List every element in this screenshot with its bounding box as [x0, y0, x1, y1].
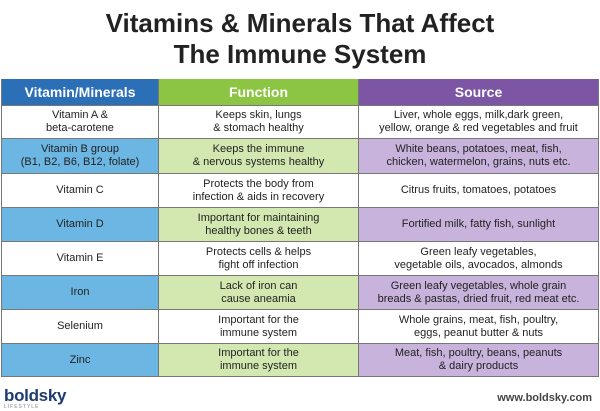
- cell-line: Liver, whole eggs, milk,dark green,: [393, 109, 564, 121]
- cell-line: Meat, fish, poultry, beans, peanuts: [394, 347, 563, 359]
- title-line-2: The Immune System: [173, 39, 427, 69]
- cell-source: Citrus fruits, tomatoes, potatoes: [359, 174, 599, 208]
- cell-vitamin: Vitamin D: [1, 208, 159, 242]
- table-cell-text: Iron: [71, 286, 90, 299]
- cell-line: Vitamin D: [56, 218, 104, 230]
- table-cell-text: Keeps skin, lungs & stomach healthy: [213, 109, 304, 135]
- cell-line: breads & pastas, dried fruit, red meat e…: [377, 292, 580, 305]
- cell-line: yellow, orange & red vegetables and frui…: [379, 122, 578, 134]
- cell-line: Green leafy vegetables, whole grain: [390, 279, 567, 292]
- cell-line: infection & aids in recovery: [192, 190, 325, 203]
- table-cell-text: Liver, whole eggs, milk,dark green, yello…: [379, 109, 578, 135]
- cell-line: Whole grains, meat, fish, poultry,: [398, 313, 559, 326]
- cell-function: Important for maintaining healthy bones &…: [159, 208, 359, 242]
- table-cell-text: Whole grains, meat, fish, poultry, eggs, …: [399, 314, 558, 340]
- cell-line: chicken, watermelon, grains, nuts etc.: [386, 156, 571, 168]
- cell-line: Iron: [70, 286, 90, 298]
- cell-line: Vitamin A &: [51, 109, 109, 121]
- cell-line: Green leafy vegetables,: [420, 245, 537, 258]
- cell-source: White beans, potatoes, meat, fish, chicke…: [359, 139, 599, 174]
- cell-source: Green leafy vegetables, whole grain bread…: [359, 276, 599, 310]
- table-cell-text: Protects the body from infection & aids i…: [193, 178, 324, 204]
- table-cell-text: Green leafy vegetables, vegetable oils, a…: [394, 246, 562, 272]
- cell-line: Keeps skin, lungs: [215, 109, 302, 121]
- table-cell-text: White beans, potatoes, meat, fish, chicke…: [386, 143, 570, 169]
- table-cell-text: Selenium: [57, 320, 103, 333]
- cell-line: vegetable oils, avocados, almonds: [394, 258, 563, 271]
- logo-subtext: LIFESTYLE: [4, 404, 40, 410]
- header-source: Source: [359, 79, 599, 106]
- table-cell-text: Vitamin B group (B1, B2, B6, B12, folate): [21, 143, 140, 169]
- table-cell-text: Meat, fish, poultry, beans, peanuts & dai…: [395, 347, 562, 373]
- table-cell-text: Vitamin D: [56, 218, 103, 231]
- cell-vitamin: Vitamin E: [1, 242, 159, 276]
- logo-text: boldsky: [4, 386, 67, 405]
- cell-vitamin: Vitamin A & beta-carotene: [1, 106, 159, 139]
- cell-function: Important for the immune system: [159, 344, 359, 377]
- table-cell-text: Zinc: [70, 354, 91, 367]
- cell-line: cause aneamia: [221, 292, 296, 305]
- cell-line: immune system: [219, 326, 298, 339]
- title-line-1: Vitamins & Minerals That Affect: [105, 8, 495, 38]
- cell-function: Protects cells & helps fight off infectio…: [159, 242, 359, 276]
- cell-vitamin: Zinc: [1, 344, 159, 377]
- cell-line: Vitamin C: [56, 184, 104, 196]
- cell-line: healthy bones & teeth: [205, 224, 312, 237]
- cell-line: White beans, potatoes, meat, fish,: [395, 143, 562, 155]
- cell-vitamin: Vitamin C: [1, 174, 159, 208]
- cell-line: Protects cells & helps: [205, 245, 312, 258]
- cell-line: Important for the: [218, 313, 299, 326]
- cell-function: Important for the immune system: [159, 310, 359, 344]
- table-cell-text: Vitamin A & beta-carotene: [46, 109, 114, 135]
- cell-vitamin: Vitamin B group (B1, B2, B6, B12, folate): [1, 139, 159, 174]
- table-cell-text: Protects cells & helps fight off infectio…: [206, 246, 311, 272]
- cell-vitamin: Selenium: [1, 310, 159, 344]
- table-cell-text: Lack of iron can cause aneamia: [220, 280, 298, 306]
- cell-source: Whole grains, meat, fish, poultry, eggs, …: [359, 310, 599, 344]
- cell-line: immune system: [219, 360, 298, 372]
- table-cell-text: Important for the immune system: [218, 314, 299, 340]
- table-cell-text: Keeps the immune & nervous systems health…: [193, 143, 324, 169]
- cell-line: eggs, peanut butter & nuts: [413, 326, 544, 339]
- header-function: Function: [159, 79, 359, 106]
- cell-line: & stomach healthy: [213, 122, 304, 134]
- cell-line: beta-carotene: [46, 122, 114, 134]
- cell-line: Important for the: [218, 347, 299, 359]
- vitamins-table: Vitamin/Minerals Function Source Vitamin…: [1, 79, 599, 377]
- cell-function: Protects the body from infection & aids i…: [159, 174, 359, 208]
- table-cell-text: Important for the immune system: [218, 347, 299, 373]
- cell-line: & nervous systems healthy: [192, 156, 325, 168]
- cell-source: Meat, fish, poultry, beans, peanuts & dai…: [359, 344, 599, 377]
- cell-line: Important for maintaining: [197, 211, 320, 224]
- cell-line: Keeps the immune: [212, 143, 305, 155]
- table-cell-text: Green leafy vegetables, whole grain bread…: [378, 280, 580, 306]
- cell-line: (B1, B2, B6, B12, folate): [20, 156, 140, 168]
- table-cell-text: Vitamin C: [56, 184, 103, 197]
- cell-line: Vitamin B group: [40, 143, 120, 155]
- cell-function: Keeps skin, lungs & stomach healthy: [159, 106, 359, 139]
- cell-line: Selenium: [57, 320, 103, 332]
- cell-line: Citrus fruits, tomatoes, potatoes: [400, 184, 557, 196]
- cell-source: Green leafy vegetables, vegetable oils, a…: [359, 242, 599, 276]
- table-cell-text: Vitamin E: [57, 252, 104, 265]
- cell-source: Liver, whole eggs, milk,dark green, yello…: [359, 106, 599, 139]
- boldsky-logo: boldsky LIFESTYLE: [4, 386, 67, 410]
- cell-function: Lack of iron can cause aneamia: [159, 276, 359, 310]
- table-cell-text: Citrus fruits, tomatoes, potatoes: [401, 184, 556, 197]
- cell-line: Protects the body from: [203, 177, 314, 190]
- table-cell-text: Fortified milk, fatty fish, sunlight: [402, 218, 555, 231]
- cell-line: & dairy products: [438, 360, 519, 372]
- cell-line: Zinc: [69, 353, 91, 366]
- page-title: Vitamins & Minerals That Affect The Immu…: [0, 8, 600, 70]
- cell-vitamin: Iron: [1, 276, 159, 310]
- cell-source: Fortified milk, fatty fish, sunlight: [359, 208, 599, 242]
- cell-function: Keeps the immune & nervous systems health…: [159, 139, 359, 174]
- header-vitamin-minerals: Vitamin/Minerals: [1, 79, 159, 106]
- cell-line: Vitamin E: [56, 252, 104, 264]
- website-url: www.boldsky.com: [497, 392, 592, 404]
- cell-line: fight off infection: [218, 258, 299, 271]
- cell-line: Lack of iron can: [219, 279, 298, 292]
- cell-line: Fortified milk, fatty fish, sunlight: [401, 218, 556, 230]
- table-cell-text: Important for maintaining healthy bones &…: [198, 212, 320, 238]
